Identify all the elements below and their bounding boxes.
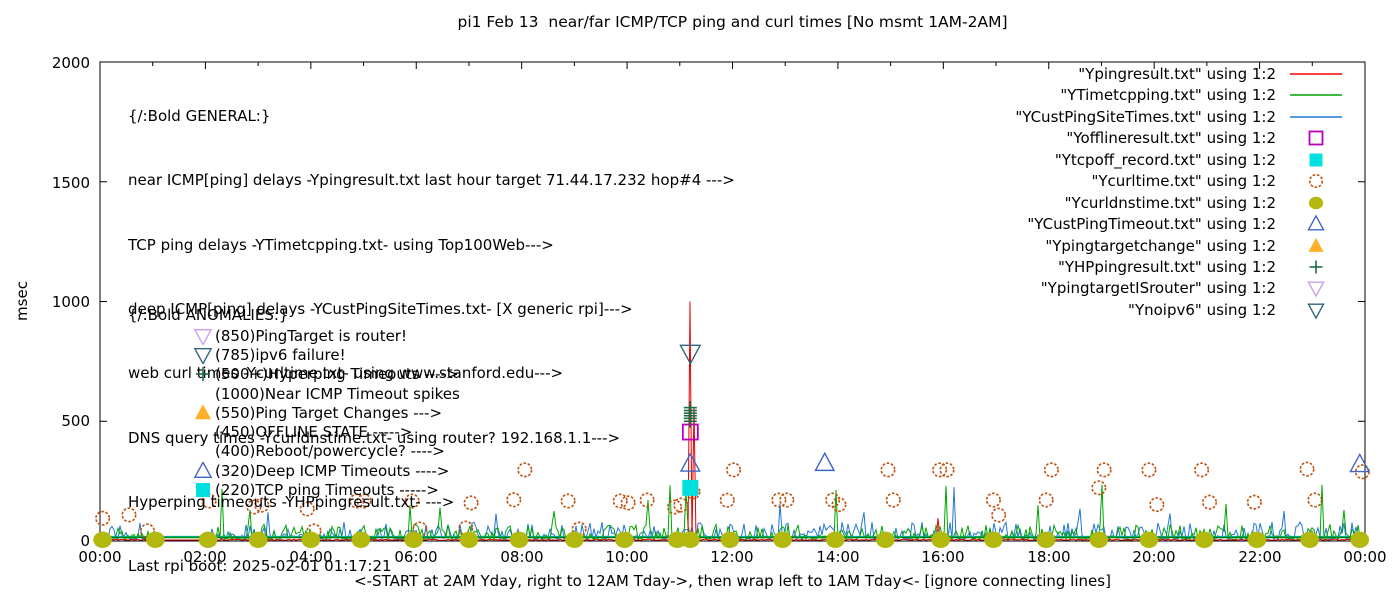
x-tick-label: 14:00 (816, 548, 860, 566)
legend-label: "Ynoipv6" using 1:2 (1128, 300, 1276, 319)
anomaly-marker-icon (196, 367, 210, 382)
legend-entry: "Ypingresult.txt" using 1:2 (1078, 63, 1346, 84)
legend-label: "YHPpingresult.txt" using 1:2 (1057, 257, 1276, 276)
boot-time-line: Last rpi boot: 2025-02-01 01:17:21 (128, 557, 392, 576)
anomaly-marker-icon (193, 385, 213, 403)
legend-entry: "YTimetcpping.txt" using 1:2 (1060, 84, 1346, 105)
anomaly-item: (1000)Near ICMP Timeout spikes (193, 384, 460, 403)
general-note-line: Hyperping timeouts -YHPpingresult.txt- -… (128, 492, 455, 511)
y-tick-label: 2000 (51, 54, 90, 72)
anomaly-marker-icon (196, 483, 210, 498)
x-tick-label: 12:00 (710, 548, 754, 566)
legend-entry: "YpingtargetISrouter" using 1:2 (1041, 277, 1346, 298)
anomaly-item: (500+)Hyperping Timeouts ----> (193, 365, 460, 384)
legend-marker-icon (1308, 237, 1324, 252)
anomaly-text: (500+)Hyperping Timeouts ----> (215, 365, 459, 384)
anomaly-text: (400)Reboot/powercycle? ----> (215, 442, 445, 461)
chart-title: pi1 Feb 13 near/far ICMP/TCP ping and cu… (457, 13, 1008, 31)
legend-marker-icon (1309, 153, 1323, 166)
anomaly-text: (1000)Near ICMP Timeout spikes (215, 384, 460, 403)
x-tick-label: 06:00 (394, 548, 438, 566)
general-note-line: deep ICMP[ping] delays -YCustPingSiteTim… (128, 299, 633, 318)
x-tick-label: 18:00 (1027, 548, 1071, 566)
anomaly-item: (850)PingTarget is router! (193, 326, 460, 345)
anomaly-marker-icon (193, 423, 213, 441)
legend-entry: "Ynoipv6" using 1:2 (1128, 299, 1346, 320)
x-axis-label: <-START at 2AM Yday, right to 12AM Tday-… (354, 572, 1111, 590)
anomaly-text: (320)Deep ICMP Timeouts ----> (215, 461, 450, 480)
anomalies-heading: {/:Bold ANOMALIES:} (128, 306, 289, 324)
anomalies-block: (850)PingTarget is router! (785)ipv6 fai… (193, 326, 460, 500)
general-note-line: DNS query times -Ycurldnstime.txt- using… (128, 428, 621, 447)
anomaly-text: (550)Ping Target Changes ---> (215, 403, 443, 422)
anomaly-marker-icon (193, 461, 213, 478)
legend-entry: "YHPpingresult.txt" using 1:2 (1058, 256, 1346, 277)
anomaly-text: (220)TCP ping Timeouts -----> (215, 481, 439, 500)
x-tick-label: 22:00 (1238, 548, 1282, 566)
x-tick-label: 00:00 (1343, 548, 1387, 566)
anomaly-marker-icon (194, 404, 212, 420)
anomaly-item: (400)Reboot/powercycle? ----> (193, 442, 460, 461)
anomaly-text: (850)PingTarget is router! (215, 326, 407, 345)
legend-marker-icon (1307, 280, 1325, 298)
x-tick-label: 10:00 (605, 548, 649, 566)
legend-marker-icon (1309, 260, 1323, 273)
x-tick-label: 08:00 (500, 548, 544, 566)
anomaly-item: (320)Deep ICMP Timeouts ----> (193, 461, 460, 480)
anomaly-text: (785)ipv6 failure! (215, 345, 346, 364)
anomaly-marker-icon (193, 347, 213, 364)
x-tick-label: 04:00 (289, 548, 333, 566)
general-heading: {/:Bold GENERAL:} (128, 106, 271, 125)
general-note-line: near ICMP[ping] delays -Ypingresult.txt … (128, 171, 735, 190)
anomaly-text: (450)OFFLINE STATE -----> (215, 423, 413, 442)
legend-entry: "Ytcpoff_record.txt" using 1:2 (1055, 149, 1346, 170)
anomaly-item: (550)Ping Target Changes ---> (193, 403, 460, 422)
y-tick-label: 1500 (51, 174, 90, 192)
legend-marker-icon (1290, 72, 1342, 75)
legend-label: "YpingtargetISrouter" using 1:2 (1040, 278, 1276, 297)
x-tick-label: 02:00 (183, 548, 227, 566)
legend-label: "Ypingresult.txt" using 1:2 (1078, 64, 1276, 83)
legend-label: "Ycurldnstime.txt" using 1:2 (1064, 193, 1276, 212)
y-tick-label: 500 (61, 412, 90, 430)
legend-label: "YCustPingTimeout.txt" using 1:2 (1027, 214, 1276, 233)
anomaly-item: (785)ipv6 failure! (193, 345, 460, 364)
anomaly-item: (220)TCP ping Timeouts -----> (193, 480, 460, 499)
legend-marker-icon (1307, 302, 1325, 320)
anomaly-item: (450)OFFLINE STATE -----> (193, 422, 460, 441)
general-note-line: web curl times -Ycurltime.txt- using www… (128, 364, 564, 383)
y-axis-label: msec (13, 281, 31, 321)
x-tick-label: 20:00 (1132, 548, 1176, 566)
legend-entry: "Yofflineresult.txt" using 1:2 (1066, 127, 1346, 148)
x-tick-label: 16:00 (921, 548, 965, 566)
general-note-line: TCP ping delays -YTimetcpping.txt- using… (128, 235, 554, 254)
legend-label: "Yofflineresult.txt" using 1:2 (1066, 128, 1276, 147)
y-tick-label: 0 (80, 532, 90, 550)
legend-label: "Ytcpoff_record.txt" using 1:2 (1054, 150, 1276, 169)
legend-entry: "YCustPingTimeout.txt" using 1:2 (1027, 213, 1346, 234)
y-tick-label: 1000 (51, 293, 90, 311)
legend-label: "YCustPingSiteTimes.txt" using 1:2 (1015, 107, 1276, 126)
legend-marker-icon (1307, 213, 1325, 231)
legend-label: "YTimetcpping.txt" using 1:2 (1060, 85, 1276, 104)
legend-marker-icon (1290, 93, 1342, 96)
legend-marker-icon (1290, 115, 1342, 118)
legend-entry: "Ycurltime.txt" using 1:2 (1091, 170, 1346, 191)
legend-entry: "Ycurldnstime.txt" using 1:2 (1065, 192, 1346, 213)
anomaly-marker-icon (193, 328, 213, 345)
legend-entry: "YCustPingSiteTimes.txt" using 1:2 (1015, 106, 1346, 127)
legend-marker-icon (1308, 173, 1324, 188)
legend-marker-icon (1308, 130, 1324, 145)
legend-entry: "Ypingtargetchange" using 1:2 (1045, 235, 1346, 256)
legend-label: "Ypingtargetchange" using 1:2 (1045, 236, 1276, 255)
general-notes-block: {/:Bold GENERAL:} near ICMP[ping] delays… (128, 63, 735, 600)
x-tick-label: 00:00 (78, 548, 122, 566)
legend-marker-icon (1308, 196, 1324, 209)
legend-label: "Ycurltime.txt" using 1:2 (1091, 171, 1276, 190)
anomaly-marker-icon (193, 442, 213, 460)
